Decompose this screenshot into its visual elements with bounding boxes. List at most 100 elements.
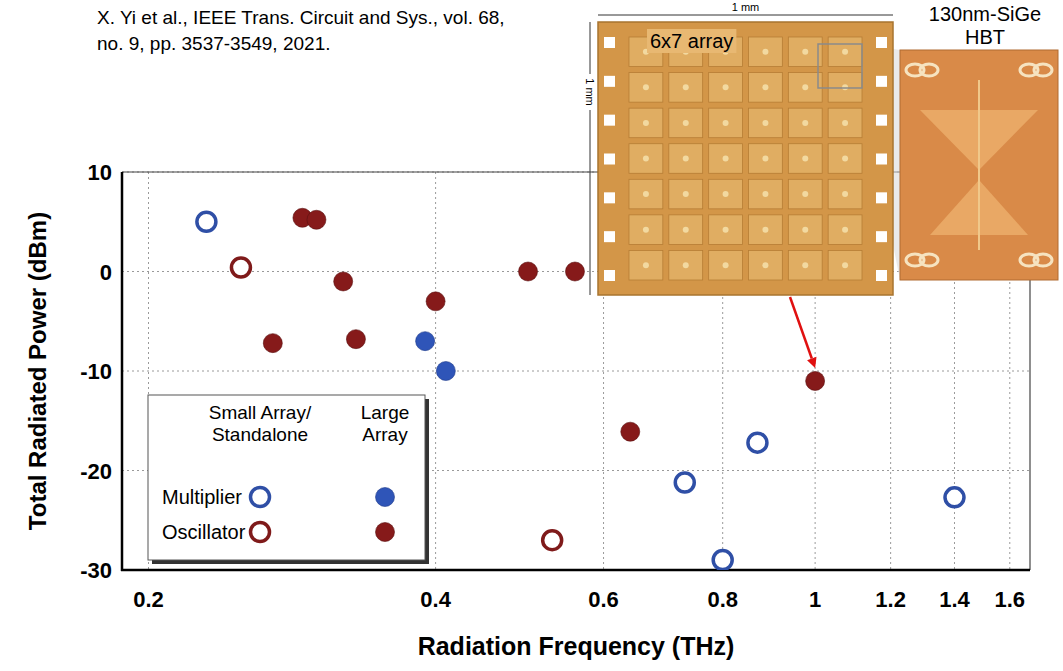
height-label: 1 mm	[584, 78, 596, 106]
data-point	[713, 551, 732, 570]
legend-label: Oscillator	[162, 521, 246, 543]
array-cell	[828, 179, 862, 209]
array-cell	[669, 250, 703, 280]
array-element	[842, 120, 848, 126]
array-element	[842, 262, 848, 268]
zoom-square	[818, 44, 862, 88]
array-element	[802, 262, 808, 268]
legend-box	[148, 395, 425, 560]
data-point	[748, 433, 767, 452]
array-cell	[788, 250, 822, 280]
array-cell	[828, 215, 862, 245]
array-element	[683, 191, 689, 197]
data-point	[621, 422, 640, 441]
inset-pad	[920, 64, 938, 76]
array-element	[723, 120, 729, 126]
array-element	[802, 49, 808, 55]
array-label: 6x7 array	[650, 30, 733, 52]
width-label: 1 mm	[732, 1, 760, 13]
legend-marker	[376, 488, 395, 507]
y-tick-label: -20	[80, 459, 112, 484]
inset-pad	[1034, 254, 1052, 266]
array-element	[762, 191, 768, 197]
array-element	[643, 227, 649, 233]
legend-marker	[376, 523, 395, 542]
pad	[604, 270, 615, 281]
array-element	[723, 156, 729, 162]
array-element	[842, 49, 848, 55]
array-cell	[749, 37, 783, 67]
array-element	[762, 49, 768, 55]
pad	[604, 115, 615, 126]
x-tick-label: 0.6	[588, 587, 619, 612]
array-cell	[788, 179, 822, 209]
chart: -30-20-100100.20.40.60.811.21.41.6Radiat…	[0, 0, 1063, 671]
array-element	[802, 84, 808, 90]
inset-label-line: 130nm-SiGe	[929, 3, 1041, 25]
array-cell	[629, 73, 663, 103]
array-cell	[788, 108, 822, 138]
array-cell	[749, 250, 783, 280]
die-photo	[598, 22, 893, 295]
array-element	[842, 191, 848, 197]
legend-label: Multiplier	[162, 486, 242, 508]
array-element	[643, 262, 649, 268]
citation-line: X. Yi et al., IEEE Trans. Circuit and Sy…	[97, 7, 505, 28]
data-point	[334, 272, 353, 291]
pad	[604, 37, 615, 48]
data-point	[231, 258, 250, 277]
pad	[876, 115, 887, 126]
pad	[876, 270, 887, 281]
array-cell	[709, 250, 743, 280]
y-tick-label: 0	[100, 260, 112, 285]
pad	[876, 37, 887, 48]
data-point	[519, 262, 538, 281]
inset-label-line: HBT	[965, 26, 1005, 48]
array-element	[723, 191, 729, 197]
y-grid-line	[122, 570, 1030, 571]
data-point	[416, 332, 435, 351]
data-point	[197, 212, 216, 231]
pad	[604, 192, 615, 203]
x-tick-label: 1.6	[994, 587, 1025, 612]
legend-column-head: LargeArray	[361, 402, 410, 445]
array-cell	[828, 37, 862, 67]
citation-line: no. 9, pp. 3537-3549, 2021.	[97, 33, 330, 54]
array-element	[683, 156, 689, 162]
pad	[604, 154, 615, 165]
array-element	[762, 156, 768, 162]
x-tick-label: 0.2	[133, 587, 164, 612]
array-cell	[749, 179, 783, 209]
array-cell	[669, 179, 703, 209]
array-element	[643, 191, 649, 197]
pad	[604, 76, 615, 87]
legend: Small Array/StandaloneLargeArrayMultipli…	[148, 395, 429, 564]
dim-line	[590, 22, 591, 295]
data-point	[436, 362, 455, 381]
array-cell	[629, 108, 663, 138]
array-cell	[788, 215, 822, 245]
array-element	[723, 227, 729, 233]
array-cell	[629, 144, 663, 174]
x-tick-label: 1.4	[939, 587, 970, 612]
array-element	[842, 156, 848, 162]
array-element	[683, 120, 689, 126]
array-element	[802, 191, 808, 197]
array-element	[802, 156, 808, 162]
array-element	[643, 156, 649, 162]
data-point	[263, 334, 282, 353]
data-point	[945, 488, 964, 507]
x-grid-line	[435, 172, 436, 570]
array-cell	[669, 108, 703, 138]
array-element	[802, 227, 808, 233]
array-element	[683, 84, 689, 90]
array-cell	[629, 250, 663, 280]
y-axis-title: Total Radiated Power (dBm)	[24, 212, 51, 530]
y-grid-line	[122, 371, 1030, 372]
pad	[876, 231, 887, 242]
arrow-head	[807, 357, 816, 368]
array-element	[842, 227, 848, 233]
inset-pad	[920, 254, 938, 266]
y-tick-label: -10	[80, 359, 112, 384]
array-element	[762, 120, 768, 126]
